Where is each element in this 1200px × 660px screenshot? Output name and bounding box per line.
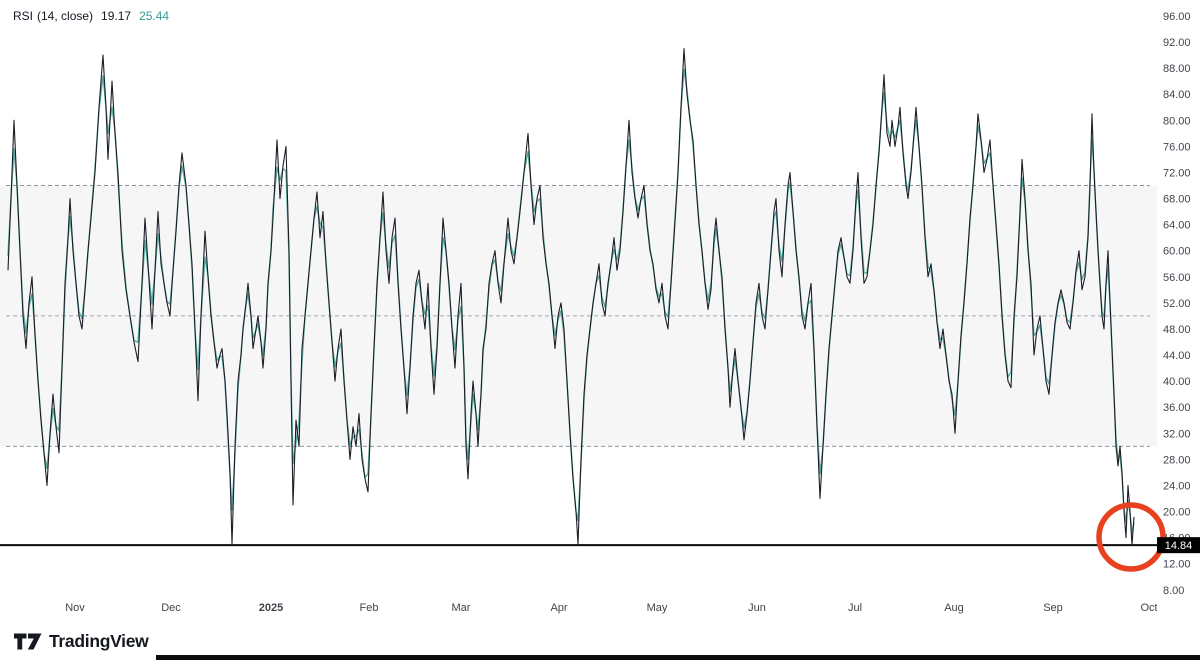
y-tick-label: 52.00 xyxy=(1163,298,1191,310)
rsi-band xyxy=(0,185,1157,447)
y-tick-label: 36.00 xyxy=(1163,402,1191,414)
y-tick-label: 40.00 xyxy=(1163,376,1191,388)
price-badge xyxy=(1157,537,1200,554)
y-tick-label: 72.00 xyxy=(1163,167,1191,179)
tradingview-brand-text: TradingView xyxy=(49,631,149,651)
indicator-params: (14, close) xyxy=(37,9,94,23)
time-scale[interactable]: Nov Dec 2025 Feb Mar Apr May Jun Jul Aug Sep Oct xyxy=(65,602,1157,614)
y-tick-label: 24.00 xyxy=(1163,480,1191,492)
y-tick-label: 92.00 xyxy=(1163,37,1191,49)
y-tick-label: 28.00 xyxy=(1163,454,1191,466)
month-label: Aug xyxy=(944,602,964,614)
month-label: Nov xyxy=(65,602,85,614)
month-label: Apr xyxy=(550,602,567,614)
month-label: 2025 xyxy=(259,602,283,614)
y-tick-label: 64.00 xyxy=(1163,220,1191,232)
y-tick-label: 96.00 xyxy=(1163,11,1191,23)
y-tick-label: 48.00 xyxy=(1163,324,1191,336)
ma-value: 25.44 xyxy=(139,9,170,23)
tradingview-logo[interactable]: TradingView xyxy=(14,631,149,652)
tradingview-icon xyxy=(14,633,42,650)
price-scale[interactable]: 96.00 92.00 88.00 84.00 80.00 76.00 72.00 68.00… xyxy=(1163,11,1191,597)
y-tick-label: 76.00 xyxy=(1163,141,1191,153)
month-label: May xyxy=(647,602,668,614)
y-tick-label: 56.00 xyxy=(1163,272,1191,284)
y-tick-label: 20.00 xyxy=(1163,507,1191,519)
y-tick-label: 80.00 xyxy=(1163,115,1191,127)
month-label: Feb xyxy=(360,602,379,614)
y-tick-label: 12.00 xyxy=(1163,559,1191,571)
month-label: Oct xyxy=(1140,602,1157,614)
y-tick-label: 32.00 xyxy=(1163,428,1191,440)
month-label: Jun xyxy=(748,602,766,614)
rsi-series-line xyxy=(7,48,1135,546)
indicator-legend[interactable]: RSI (14, close) 19.17 25.44 xyxy=(13,8,169,24)
y-tick-label: 68.00 xyxy=(1163,194,1191,206)
y-tick-label: 60.00 xyxy=(1163,246,1191,258)
price-badge-label: 14.84 xyxy=(1165,540,1193,552)
month-label: Jul xyxy=(848,602,862,614)
indicator-name: RSI xyxy=(13,9,34,23)
month-label: Mar xyxy=(452,602,471,614)
rsi-value: 19.17 xyxy=(101,9,132,23)
y-tick-label: 8.00 xyxy=(1163,585,1184,597)
bottom-bar xyxy=(156,655,1200,660)
annotation-circle xyxy=(1096,502,1166,572)
y-tick-label: 88.00 xyxy=(1163,63,1191,75)
y-tick-label: 84.00 xyxy=(1163,89,1191,101)
month-label: Sep xyxy=(1043,602,1063,614)
y-tick-label: 44.00 xyxy=(1163,350,1191,362)
month-label: Dec xyxy=(161,602,181,614)
